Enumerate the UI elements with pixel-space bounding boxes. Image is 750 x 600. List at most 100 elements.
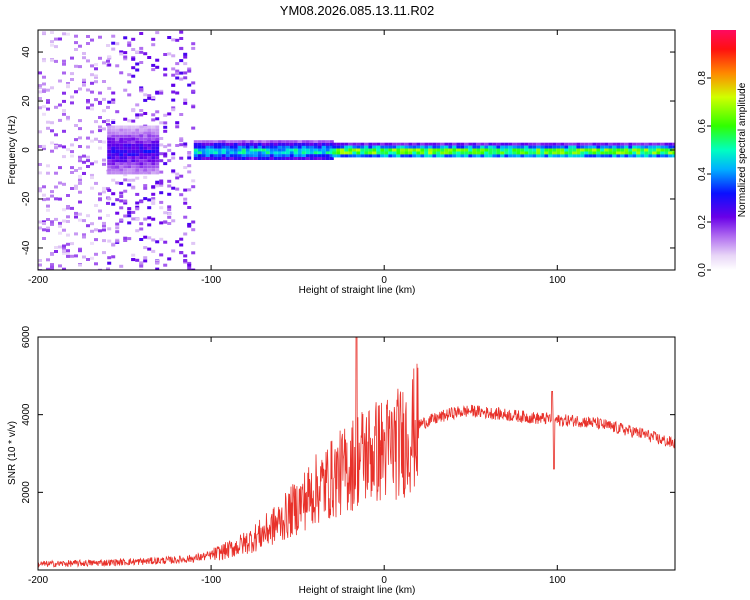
heatmap-cell <box>119 125 124 129</box>
heatmap-cell <box>496 148 501 152</box>
heatmap-cell <box>159 179 164 183</box>
heatmap-cell <box>480 148 485 152</box>
heatmap-cell <box>488 142 493 146</box>
heatmap-cell <box>143 217 148 221</box>
heatmap-cell <box>265 151 270 155</box>
heatmap-cell <box>620 154 625 158</box>
heatmap-cell <box>309 151 314 155</box>
heatmap-cell <box>50 121 54 125</box>
heatmap-cell <box>171 108 176 112</box>
heatmap-cell <box>297 145 302 149</box>
heatmap-cell <box>241 145 246 149</box>
heatmap-cell <box>147 162 152 166</box>
heatmap-cell <box>62 246 66 250</box>
heatmap-cell <box>348 148 353 152</box>
heatmap-cell <box>656 151 661 155</box>
heatmap-cell <box>155 156 160 160</box>
heatmap-cell <box>432 142 437 146</box>
heatmap-cell <box>636 151 641 155</box>
heatmap-cell <box>135 103 140 107</box>
heatmap-cell <box>376 154 381 158</box>
heatmap-cell <box>90 103 94 107</box>
heatmap-cell <box>50 129 54 133</box>
heatmap-cell <box>42 147 46 151</box>
heatmap-cell <box>107 188 112 192</box>
heatmap-cell <box>293 143 298 146</box>
heatmap-cell <box>245 148 250 152</box>
heatmap-cell <box>111 156 116 160</box>
heatmap-cell <box>612 142 617 146</box>
heatmap-cell <box>396 148 401 152</box>
heatmap-cell <box>548 145 553 149</box>
heatmap-cell <box>472 154 477 158</box>
heatmap-cell <box>648 145 653 149</box>
heatmap-cell <box>54 197 58 201</box>
heatmap-cell <box>644 148 649 152</box>
heatmap-cell <box>672 145 675 149</box>
heatmap-cell <box>66 254 70 258</box>
heatmap-cell <box>273 151 278 155</box>
heatmap-cell <box>325 140 330 144</box>
heatmap-cell <box>143 186 148 190</box>
heatmap-cell <box>528 145 533 149</box>
heatmap-cell <box>179 113 184 116</box>
heatmap-cell <box>119 131 124 135</box>
heatmap-cell <box>396 154 401 158</box>
heatmap-cell <box>98 216 102 220</box>
heatmap-cell <box>636 142 641 146</box>
heatmap-cell <box>416 154 421 158</box>
heatmap-cell <box>213 140 218 144</box>
heatmap-cell <box>143 125 148 129</box>
heatmap-cell <box>528 151 533 155</box>
heatmap-cell <box>90 186 94 190</box>
heatmap-cell <box>86 106 90 110</box>
heatmap-cell <box>380 142 385 146</box>
heatmap-cell <box>520 145 525 149</box>
heatmap-cell <box>644 151 649 155</box>
heatmap-cell <box>86 159 90 163</box>
heatmap-cell <box>183 197 188 201</box>
heatmap-cell <box>131 128 136 132</box>
heatmap-cell <box>217 145 222 149</box>
heatmap-cell <box>111 202 116 206</box>
heatmap-cell <box>78 190 82 194</box>
heatmap-cell <box>249 157 254 160</box>
heatmap-cell <box>269 148 274 152</box>
heatmap-cell <box>640 154 645 158</box>
heatmap-cell <box>225 148 230 152</box>
heatmap-cell <box>191 220 196 224</box>
heatmap-cell <box>504 142 509 146</box>
heatmap-cell <box>187 67 192 71</box>
heatmap-cell <box>135 159 140 163</box>
heatmap-cell <box>159 121 164 125</box>
heatmap-cell <box>572 145 577 149</box>
heatmap-cell <box>127 140 132 144</box>
heatmap-cell <box>50 265 54 269</box>
heatmap-cell <box>135 140 140 144</box>
heatmap-cell <box>191 46 196 50</box>
heatmap-cell <box>408 154 413 158</box>
heatmap-cell <box>488 151 493 155</box>
heatmap-cell <box>151 131 156 135</box>
heatmap-cell <box>123 162 128 166</box>
heatmap-cell <box>249 145 254 149</box>
heatmap-cell <box>147 165 152 169</box>
heatmap-cell <box>436 145 441 149</box>
snr-frame <box>37 336 676 571</box>
heatmap-cell <box>131 125 136 129</box>
heatmap-cell <box>155 117 160 121</box>
heatmap-cell <box>155 184 160 188</box>
heatmap-cell <box>664 142 669 146</box>
heatmap-cell <box>548 151 553 155</box>
heatmap-cell <box>135 150 140 153</box>
heatmap-cell <box>588 145 593 149</box>
heatmap-cell <box>285 154 290 158</box>
heatmap-cell <box>167 205 172 209</box>
heatmap-cell <box>544 145 549 149</box>
heatmap-cell <box>317 145 322 149</box>
heatmap-cell <box>78 212 82 216</box>
heatmap-cell <box>480 151 485 155</box>
heatmap-cell <box>147 125 152 129</box>
heatmap-cell <box>424 151 429 155</box>
heatmap-cell <box>155 159 160 163</box>
